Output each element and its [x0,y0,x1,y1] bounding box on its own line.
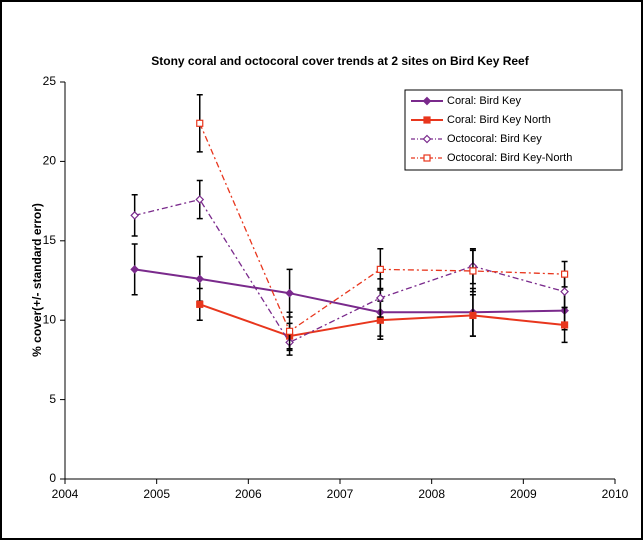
legend-marker [423,154,431,162]
y-tick-label: 5 [49,392,56,406]
chart-title: Stony coral and octocoral cover trends a… [151,54,529,68]
x-tick-label: 2007 [327,487,354,501]
y-tick-label: 10 [43,312,57,326]
x-tick-label: 2009 [510,487,537,501]
marker [130,211,140,220]
x-tick-label: 2004 [52,487,79,501]
legend-label: Coral: Bird Key [447,95,521,107]
y-tick-label: 25 [43,74,57,88]
marker [560,321,569,329]
y-axis-label: % cover(+/- standard error) [30,203,44,357]
legend-marker [422,96,432,106]
y-tick-label: 0 [49,471,56,485]
legend-marker [422,134,432,144]
marker [376,265,384,273]
marker [195,195,205,204]
y-tick-label: 20 [43,154,57,168]
x-tick-label: 2010 [602,487,629,501]
marker [376,316,384,324]
legend-label: Octocoral: Bird Key-North [447,152,572,164]
marker [375,293,385,303]
marker [195,274,205,284]
legend-label: Octocoral: Bird Key [447,133,542,145]
legend-marker [423,116,431,124]
marker [285,327,294,335]
marker [560,287,569,296]
x-tick-label: 2005 [143,487,170,501]
y-tick-label: 15 [43,233,57,247]
marker [560,270,569,278]
marker [196,119,204,127]
series-line [134,268,565,314]
x-tick-label: 2008 [418,487,445,501]
marker [196,300,204,308]
legend-box [404,89,623,171]
series-line [134,198,565,344]
marker [130,265,140,274]
marker [285,288,294,298]
legend-label: Coral: Bird Key North [447,114,551,126]
x-tick-label: 2006 [235,487,262,501]
marker [469,267,477,275]
marker [469,311,477,320]
